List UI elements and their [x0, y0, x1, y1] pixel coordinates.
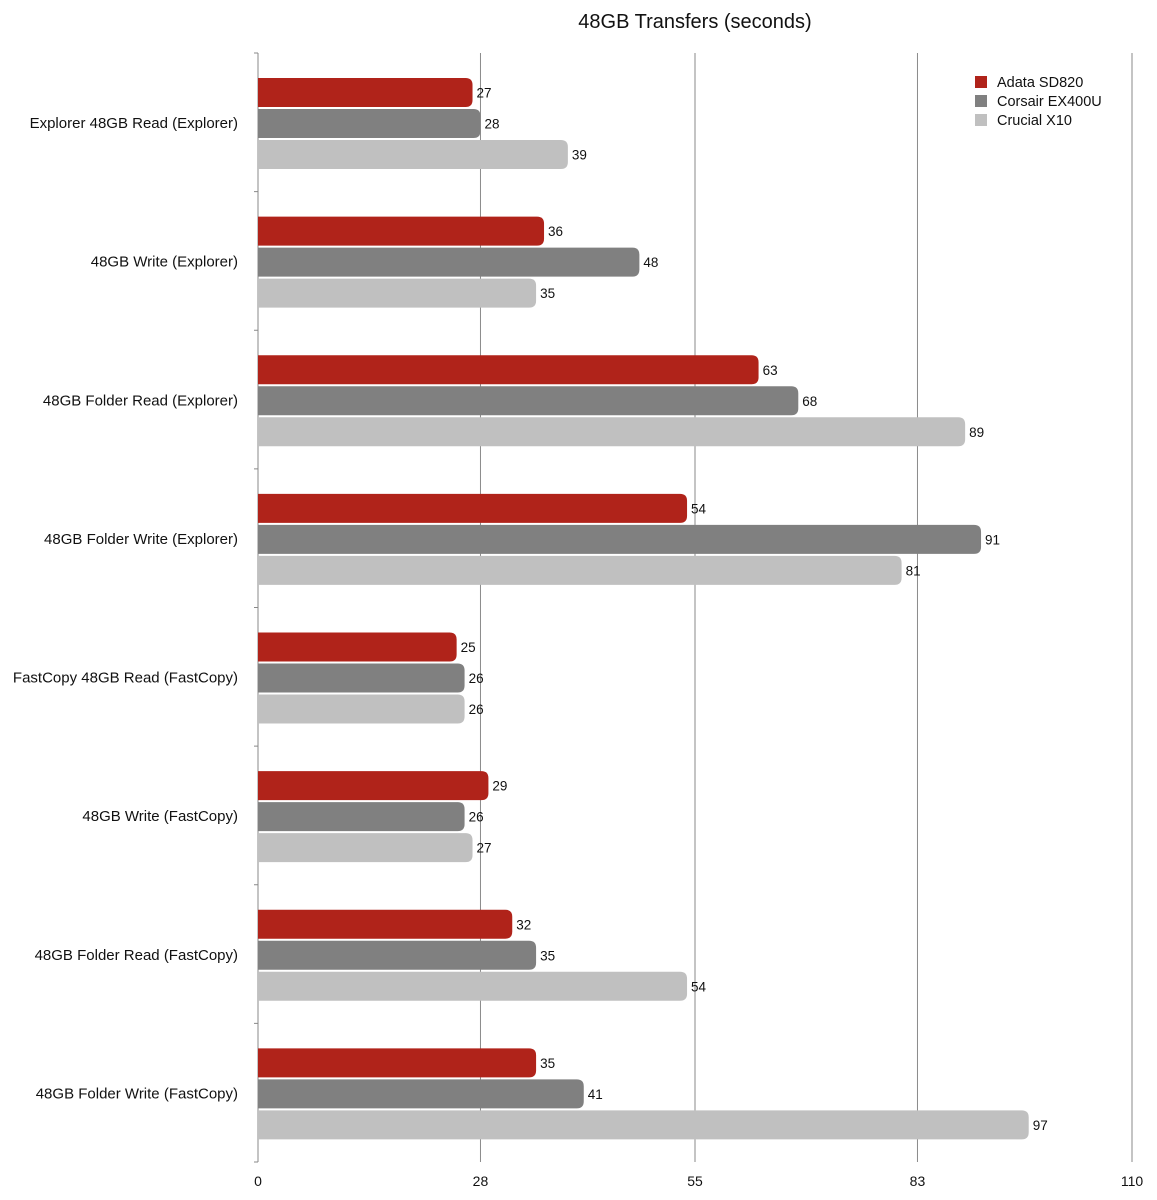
bar-crucial-x10: [258, 278, 537, 308]
category-label: FastCopy 48GB Read (FastCopy): [13, 670, 238, 687]
bar-corsair-ex400u: [258, 247, 640, 277]
data-label: 26: [469, 671, 484, 686]
bar-crucial-x10: [258, 833, 473, 863]
data-label: 27: [477, 86, 492, 101]
data-label: 35: [540, 948, 555, 963]
data-label: 35: [540, 286, 555, 301]
legend-label: Crucial X10: [997, 113, 1072, 129]
legend-label: Corsair EX400U: [997, 94, 1102, 110]
chart-title: 48GB Transfers (seconds): [578, 11, 811, 33]
data-label: 25: [461, 640, 476, 655]
bar-adata-sd820: [258, 771, 489, 801]
bar-corsair-ex400u: [258, 663, 465, 693]
bar-crucial-x10: [258, 417, 966, 447]
bar-adata-sd820: [258, 493, 688, 523]
legend-swatch: [975, 95, 987, 107]
data-label: 29: [492, 779, 507, 794]
data-label: 54: [691, 501, 707, 516]
bar-adata-sd820: [258, 1048, 537, 1078]
bar-adata-sd820: [258, 355, 759, 385]
category-label: 48GB Folder Read (FastCopy): [35, 947, 238, 964]
category-label: Explorer 48GB Read (Explorer): [30, 115, 238, 132]
data-label: 81: [906, 563, 921, 578]
data-label: 48: [643, 255, 658, 270]
bars: 27 28 39 36 48 35 63 68 89 54 91 81 25 26 26 29 26 27 32 35…: [258, 78, 1048, 1140]
x-axis-ticks: 0 28 55 83 110: [254, 1173, 1143, 1189]
category-label: 48GB Write (Explorer): [91, 254, 238, 271]
bar-corsair-ex400u: [258, 1079, 584, 1109]
bar-crucial-x10: [258, 555, 902, 585]
data-label: 89: [969, 425, 984, 440]
x-tick-label: 83: [910, 1173, 926, 1189]
data-label: 63: [763, 363, 778, 378]
category-labels: Explorer 48GB Read (Explorer) 48GB Write …: [13, 115, 238, 1102]
bar-adata-sd820: [258, 909, 513, 939]
bar-crucial-x10: [258, 971, 688, 1001]
bar-adata-sd820: [258, 78, 473, 107]
legend-label: Adata SD820: [997, 75, 1083, 91]
bar-corsair-ex400u: [258, 524, 982, 554]
legend-swatch: [975, 76, 987, 88]
data-label: 39: [572, 148, 587, 163]
data-label: 26: [469, 810, 484, 825]
bar-adata-sd820: [258, 216, 545, 246]
bar-corsair-ex400u: [258, 940, 537, 970]
bar-corsair-ex400u: [258, 386, 799, 416]
data-label: 27: [477, 841, 492, 856]
category-label: 48GB Folder Write (FastCopy): [36, 1085, 238, 1102]
data-label: 91: [985, 532, 1000, 547]
data-label: 35: [540, 1056, 555, 1071]
data-label: 36: [548, 224, 563, 239]
data-label: 41: [588, 1087, 603, 1102]
data-label: 54: [691, 979, 707, 994]
x-tick-label: 28: [473, 1173, 489, 1189]
bar-adata-sd820: [258, 632, 457, 662]
category-label: 48GB Folder Write (Explorer): [44, 531, 238, 548]
bar-corsair-ex400u: [258, 109, 481, 138]
data-label: 32: [516, 917, 531, 932]
data-label: 68: [802, 394, 817, 409]
legend: Adata SD820 Corsair EX400U Crucial X10: [975, 75, 1102, 129]
bar-corsair-ex400u: [258, 802, 465, 832]
x-tick-label: 110: [1121, 1173, 1144, 1189]
category-label: 48GB Folder Read (Explorer): [43, 392, 238, 409]
data-label: 26: [469, 702, 484, 717]
bar-crucial-x10: [258, 140, 568, 169]
data-label: 28: [484, 117, 499, 132]
category-label: 48GB Write (FastCopy): [82, 808, 238, 825]
x-tick-label: 55: [687, 1173, 703, 1189]
x-tick-label: 0: [254, 1173, 262, 1189]
legend-swatch: [975, 114, 987, 126]
bar-crucial-x10: [258, 1110, 1029, 1140]
bar-crucial-x10: [258, 694, 465, 724]
data-label: 97: [1033, 1118, 1048, 1133]
